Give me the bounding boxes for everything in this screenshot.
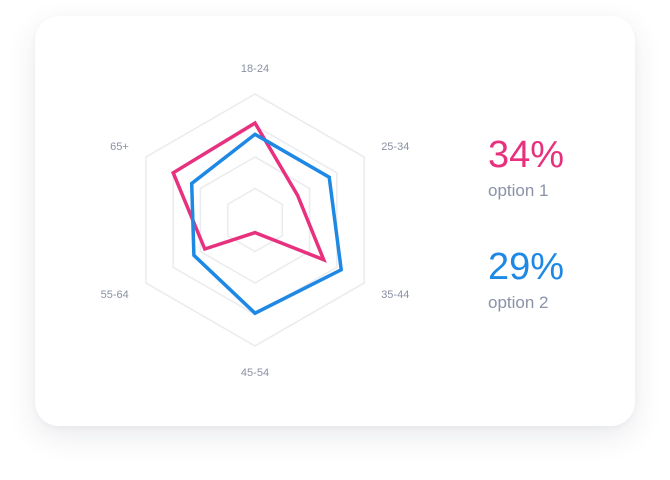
axis-label-45-54: 45-54 bbox=[241, 367, 269, 379]
axis-labels: 18-24 25-34 35-44 45-54 55-64 65+ bbox=[101, 63, 410, 379]
stat-option-2: 29% option 2 bbox=[488, 247, 564, 313]
grid-ring-1 bbox=[226, 187, 284, 253]
radar-series bbox=[171, 120, 344, 316]
stat-option-1: 34% option 1 bbox=[488, 135, 564, 201]
axis-label-18-24: 18-24 bbox=[241, 63, 269, 75]
axis-label-65plus: 65+ bbox=[110, 141, 129, 153]
stat-option-2-label: option 2 bbox=[488, 293, 549, 312]
grid-ring-4 bbox=[145, 93, 365, 347]
series-2-polygon bbox=[189, 132, 344, 316]
radar-grid bbox=[145, 93, 365, 347]
series-1-polygon bbox=[171, 120, 327, 263]
axis-label-25-34: 25-34 bbox=[381, 141, 409, 153]
grid-ring-2 bbox=[199, 156, 311, 284]
axis-label-35-44: 35-44 bbox=[381, 289, 409, 301]
axis-label-55-64: 55-64 bbox=[101, 289, 129, 301]
stat-option-2-value: 29% bbox=[488, 246, 565, 288]
stat-option-1-label: option 1 bbox=[488, 181, 549, 200]
stat-option-1-value: 34% bbox=[488, 134, 565, 176]
